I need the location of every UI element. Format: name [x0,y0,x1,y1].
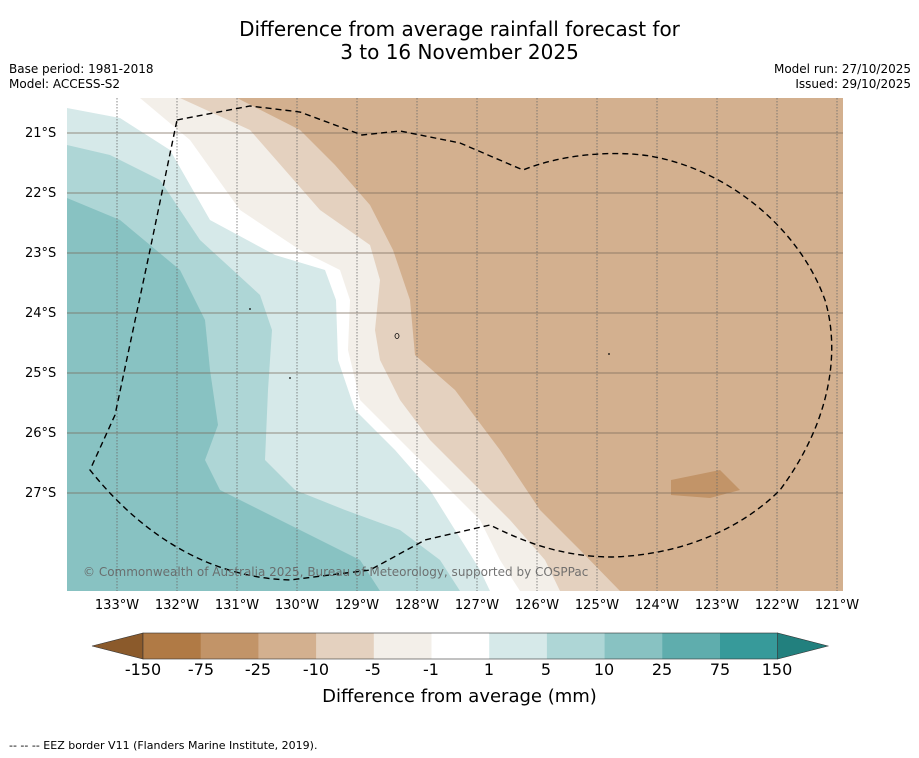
colorbar-tick-label: 25 [652,660,672,679]
colorbar-tick-label: -25 [245,660,271,679]
copyright-text: © Commonwealth of Australia 2025, Bureau… [83,565,588,579]
lon-label: 129°W [335,598,379,613]
lon-label: 124°W [635,598,679,613]
colorbar-tick-label: -150 [125,660,161,679]
colorbar-tick-label: 5 [541,660,551,679]
colorbar-segment [432,633,490,659]
lon-label: 132°W [155,598,199,613]
colorbar-segment [662,633,720,659]
colorbar-tick-label: 150 [762,660,793,679]
colorbar-tick-label: 10 [594,660,614,679]
colorbar-segment [720,633,778,659]
colorbar-segment [143,633,201,659]
colorbar-segment [605,633,663,659]
colorbar-arrow-low [92,633,143,659]
colorbar-tick-label: -75 [188,660,214,679]
lon-label: 126°W [515,598,559,613]
lon-label: 131°W [215,598,259,613]
lat-label: 26°S [25,426,56,441]
lon-label: 133°W [95,598,139,613]
colorbar-segment [258,633,316,659]
colorbar-title: Difference from average (mm) [0,686,919,707]
colorbar-segment [489,633,547,659]
lon-label: 121°W [815,598,859,613]
colorbar-segment [374,633,432,659]
colorbar-segment [201,633,259,659]
lat-label: 23°S [25,246,56,261]
colorbar-segment [547,633,605,659]
colorbar-tick-label: -1 [423,660,439,679]
lat-label: 22°S [25,186,56,201]
lon-label: 127°W [455,598,499,613]
colorbar-tick-label: -10 [303,660,329,679]
colorbar-segment [316,633,374,659]
lat-label: 24°S [25,306,56,321]
lat-label: 21°S [25,126,56,141]
map-canvas [0,0,919,758]
footer-note: -- -- -- EEZ border V11 (Flanders Marine… [9,739,317,752]
lon-label: 123°W [695,598,739,613]
lon-label: 128°W [395,598,439,613]
lon-label: 125°W [575,598,619,613]
colorbar-tick-label: 75 [710,660,730,679]
colorbar-tick-label: 1 [484,660,494,679]
colorbar [92,633,828,659]
rainfall-contours [67,98,843,591]
lon-label: 122°W [755,598,799,613]
lat-label: 25°S [25,366,56,381]
lon-label: 130°W [275,598,319,613]
colorbar-tick-label: -5 [365,660,381,679]
colorbar-arrow-high [778,633,828,659]
lat-label: 27°S [25,486,56,501]
